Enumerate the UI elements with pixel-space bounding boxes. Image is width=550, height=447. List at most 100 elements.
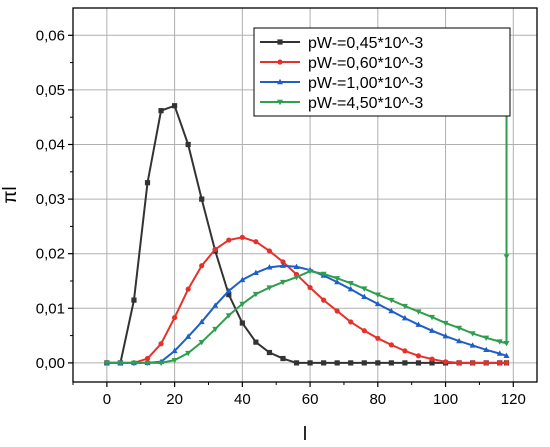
data-point	[361, 286, 368, 292]
data-point	[402, 348, 408, 354]
legend-item: pW-=4,50*10^-3	[260, 95, 423, 112]
data-point	[429, 356, 435, 362]
legend-item: pW-=1,00*10^-3	[260, 75, 423, 92]
y-tick-label: 0,01	[36, 300, 65, 317]
data-point	[158, 108, 164, 114]
data-point	[347, 280, 354, 287]
data-point	[388, 297, 395, 304]
data-point	[131, 297, 137, 303]
data-point	[307, 284, 313, 291]
x-tick-label: 20	[166, 391, 183, 408]
data-point	[361, 328, 367, 334]
data-point	[198, 339, 205, 346]
data-point	[334, 276, 341, 282]
data-point	[401, 303, 408, 310]
legend-label: pW-=0,60*10^-3	[308, 55, 423, 72]
data-point	[293, 360, 300, 366]
data-point	[456, 360, 462, 366]
data-point	[415, 353, 422, 359]
legend-marker	[277, 99, 283, 106]
data-point	[225, 287, 232, 294]
data-point	[158, 341, 164, 347]
data-point	[415, 360, 422, 366]
data-point	[103, 360, 110, 367]
data-point	[144, 360, 151, 367]
data-point	[253, 239, 259, 245]
legend-item: pW-=0,45*10^-3	[260, 35, 423, 52]
data-point	[374, 300, 381, 307]
data-point	[469, 342, 476, 348]
data-point	[348, 319, 354, 325]
data-point	[456, 337, 463, 344]
data-point	[171, 347, 178, 354]
series-line	[106, 264, 507, 364]
data-point	[185, 141, 191, 148]
data-point	[172, 314, 178, 321]
y-tick-label: 0,04	[36, 136, 65, 153]
data-point	[442, 320, 449, 327]
data-point	[497, 360, 503, 366]
data-point	[239, 320, 245, 326]
data-point	[348, 360, 354, 366]
data-point	[483, 360, 489, 366]
data-point	[239, 276, 246, 283]
data-point	[320, 271, 327, 278]
data-point	[185, 350, 192, 357]
data-point	[266, 285, 273, 291]
data-point	[293, 274, 300, 281]
data-point	[429, 314, 436, 321]
data-point	[293, 263, 300, 269]
x-axis-label: l	[303, 424, 307, 445]
series-line	[106, 236, 507, 364]
data-point	[429, 327, 436, 333]
data-point	[212, 246, 218, 252]
data-point	[469, 331, 476, 337]
y-axis-label: πl	[0, 186, 21, 203]
data-point	[199, 196, 205, 202]
data-point	[388, 307, 395, 314]
x-tick-label: 0	[103, 391, 111, 408]
data-point	[185, 286, 191, 292]
data-point	[334, 278, 341, 285]
legend-label: pW-=1,00*10^-3	[308, 75, 423, 92]
data-point	[483, 346, 490, 352]
data-point	[361, 293, 368, 300]
series-1	[104, 103, 510, 366]
data-point	[388, 342, 394, 348]
data-point	[375, 360, 381, 366]
data-point	[280, 259, 286, 265]
data-point	[415, 309, 422, 315]
data-point	[401, 314, 408, 321]
data-point	[239, 301, 246, 308]
x-tick-label: 80	[369, 391, 386, 408]
data-point	[402, 360, 408, 366]
data-point	[185, 333, 192, 339]
legend-label: pW-=0,45*10^-3	[308, 35, 423, 52]
data-point	[279, 279, 286, 286]
x-tick-label: 100	[433, 391, 458, 408]
data-point	[503, 341, 510, 347]
data-point	[334, 360, 340, 366]
data-point	[442, 359, 449, 365]
data-point	[388, 360, 394, 366]
data-point	[144, 180, 151, 186]
y-tick-label: 0,00	[36, 355, 65, 372]
y-tick-label: 0,02	[36, 246, 65, 263]
data-point	[212, 326, 219, 333]
y-axis: 0,00 0,01 0,02 0,03 0,04 0,05 0,06	[36, 27, 73, 372]
x-tick-label: 40	[234, 391, 251, 408]
data-point	[496, 350, 503, 356]
data-point	[225, 313, 232, 319]
plot-area	[103, 53, 510, 367]
data-point	[158, 360, 165, 367]
legend-marker	[277, 39, 283, 45]
data-point	[307, 268, 314, 275]
data-point	[198, 318, 205, 325]
data-point	[266, 264, 273, 270]
data-point	[361, 360, 367, 366]
data-point	[334, 308, 340, 314]
data-point	[199, 263, 205, 269]
data-point	[117, 360, 124, 367]
y-tick-label: 0,05	[36, 82, 65, 99]
